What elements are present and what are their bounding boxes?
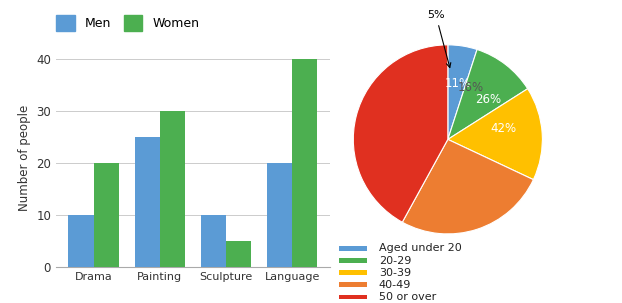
Wedge shape [448, 89, 542, 180]
Bar [339, 246, 368, 251]
Text: Aged under 20: Aged under 20 [379, 243, 462, 254]
Wedge shape [402, 139, 534, 234]
Y-axis label: Number of people: Number of people [17, 105, 30, 211]
Bar [134, 137, 160, 267]
Bar [339, 282, 368, 287]
Bar [226, 241, 251, 267]
Bar [339, 270, 368, 275]
Text: 26%: 26% [475, 93, 501, 106]
Bar [68, 215, 93, 267]
Bar [339, 258, 368, 263]
Bar [267, 163, 292, 267]
Text: 11%: 11% [445, 77, 471, 90]
Bar [201, 215, 226, 267]
Text: 30-39: 30-39 [379, 268, 411, 278]
Text: 5%: 5% [427, 10, 451, 68]
Bar [292, 59, 317, 267]
Text: 20-29: 20-29 [379, 255, 411, 266]
Legend: Men, Women: Men, Women [56, 15, 200, 31]
Wedge shape [448, 49, 527, 139]
Text: 40-49: 40-49 [379, 280, 411, 290]
Wedge shape [353, 45, 448, 222]
Text: 16%: 16% [458, 81, 484, 94]
Wedge shape [448, 45, 477, 139]
Text: 42%: 42% [491, 122, 517, 135]
Bar [339, 295, 368, 299]
Text: 50 or over: 50 or over [379, 292, 436, 302]
Bar [160, 111, 185, 267]
Bar [93, 163, 119, 267]
